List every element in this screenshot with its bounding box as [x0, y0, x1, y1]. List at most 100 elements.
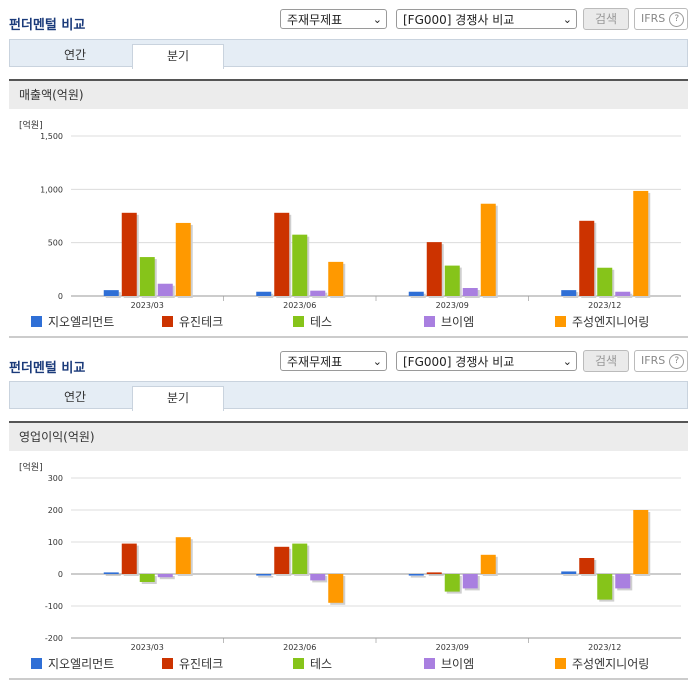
x-tick-label: 2023/06 [283, 301, 316, 310]
legend-label: 테스 [310, 657, 333, 671]
bar-테스 [597, 267, 613, 296]
unit-label: [억원] [19, 463, 43, 473]
x-tick-label: 2023/09 [436, 301, 469, 310]
legend-label: 유진테크 [179, 657, 224, 671]
legend-label: 유진테크 [179, 315, 224, 329]
bar-유진테크 [274, 212, 290, 296]
legend-swatch [31, 316, 42, 327]
bar-브이엠 [157, 283, 173, 296]
y-tick-label: 100 [48, 538, 63, 547]
legend-item[interactable]: 브이엠 [424, 313, 474, 330]
revenue-chart-svg: 1,500 1,000 500 0 2023/03 2023/06 2023/09 2023/… [40, 132, 681, 310]
tab-quarterly[interactable]: 분기 [132, 386, 224, 411]
y-tick-label: -200 [45, 634, 63, 643]
bar-브이엠 [157, 574, 173, 578]
bar-테스 [597, 574, 613, 600]
statement-type-value: 주재무제표 [287, 355, 343, 369]
bar-주성엔지니어링 [175, 222, 191, 296]
bar-브이엠 [462, 574, 478, 589]
legend-item[interactable]: 주성엔지니어링 [555, 655, 649, 672]
bar-주성엔지니어링 [480, 554, 496, 574]
legend-label: 주성엔지니어링 [572, 315, 650, 329]
x-tick-label: 2023/09 [436, 643, 469, 652]
bar-shadow [105, 574, 121, 576]
comparison-group-value: [FG000] 경쟁사 비교 [403, 13, 515, 27]
bar-주성엔지니어링 [633, 190, 649, 296]
legend-label: 브이엠 [441, 657, 475, 671]
statement-type-select[interactable]: 주재무제표 ⌄ [280, 9, 387, 29]
chevron-down-icon: ⌄ [562, 13, 572, 26]
bar-브이엠 [462, 288, 478, 296]
ifrs-label: IFRS [641, 12, 666, 25]
legend-swatch [555, 658, 566, 669]
search-button[interactable]: 검색 [583, 350, 629, 372]
x-tick-label: 2023/06 [283, 643, 316, 652]
unit-label: [억원] [19, 121, 43, 131]
bar-유진테크 [121, 212, 137, 296]
section-title: 펀더멘털 비교 [9, 361, 86, 376]
bar-테스 [444, 574, 460, 592]
x-tick-label: 2023/12 [588, 643, 621, 652]
bar-shadow [258, 576, 274, 578]
comparison-group-select[interactable]: [FG000] 경쟁사 비교 ⌄ [396, 9, 577, 29]
legend-swatch [31, 658, 42, 669]
question-icon: ? [669, 11, 685, 27]
bar-테스 [139, 574, 155, 582]
legend-label: 주성엔지니어링 [572, 657, 650, 671]
legend-swatch [555, 316, 566, 327]
search-button[interactable]: 검색 [583, 8, 629, 30]
legend-swatch [162, 658, 173, 669]
bar-지오엘리먼트 [103, 572, 119, 574]
bar-테스 [292, 543, 308, 574]
x-tick-label: 2023/03 [131, 301, 164, 310]
y-tick-label: -100 [45, 602, 63, 611]
bar-테스 [139, 257, 155, 296]
legend-item[interactable]: 테스 [293, 313, 332, 330]
comparison-group-select[interactable]: [FG000] 경쟁사 비교 ⌄ [396, 351, 577, 371]
operating-profit-chart-svg: 300 200 100 0 -100 -200 2023/03 2023/06 2023/09 2… [45, 474, 681, 652]
comparison-group-value: [FG000] 경쟁사 비교 [403, 355, 515, 369]
ifrs-help-button[interactable]: IFRS? [634, 8, 688, 30]
legend-label: 지오엘리먼트 [48, 657, 115, 671]
x-tick-label: 2023/12 [588, 301, 621, 310]
revenue-chart: [억원] 1,500 1,000 500 0 2023/03 2023/06 2023/09… [9, 110, 688, 338]
bar-유진테크 [426, 242, 442, 296]
bar-지오엘리먼트 [256, 291, 272, 296]
bar-유진테크 [121, 543, 137, 574]
chevron-down-icon: ⌄ [562, 355, 572, 368]
legend-item[interactable]: 지오엘리먼트 [31, 655, 114, 672]
y-tick-label: 1,000 [40, 185, 63, 194]
ifrs-help-button[interactable]: IFRS? [634, 350, 688, 372]
chart-legend: 지오엘리먼트 유진테크 테스 브이엠 주성엔지니어링 [31, 655, 691, 671]
legend-item[interactable]: 유진테크 [162, 313, 223, 330]
bar-지오엘리먼트 [561, 290, 577, 296]
bar-지오엘리먼트 [561, 571, 577, 574]
operating-profit-chart: [억원] 300 200 100 0 -100 -200 2023/03 2023/06 202… [9, 452, 688, 680]
bar-브이엠 [615, 574, 631, 589]
tab-annual[interactable]: 연간 [63, 48, 87, 62]
bar-주성엔지니어링 [175, 537, 191, 574]
legend-item[interactable]: 주성엔지니어링 [555, 313, 649, 330]
legend-swatch [293, 316, 304, 327]
bar-주성엔지니어링 [328, 574, 344, 603]
legend-item[interactable]: 지오엘리먼트 [31, 313, 114, 330]
legend-label: 브이엠 [441, 315, 475, 329]
x-tick-label: 2023/03 [131, 643, 164, 652]
legend-item[interactable]: 유진테크 [162, 655, 223, 672]
legend-label: 지오엘리먼트 [48, 315, 115, 329]
bar-지오엘리먼트 [103, 290, 119, 296]
tab-annual[interactable]: 연간 [63, 390, 87, 404]
bar-브이엠 [615, 291, 631, 296]
y-tick-label: 300 [48, 474, 63, 483]
legend-swatch [424, 658, 435, 669]
statement-type-select[interactable]: 주재무제표 ⌄ [280, 351, 387, 371]
period-tabs: 연간 분기 [9, 381, 688, 411]
legend-item[interactable]: 브이엠 [424, 655, 474, 672]
bar-주성엔지니어링 [328, 261, 344, 296]
bar-테스 [292, 234, 308, 296]
question-icon: ? [669, 353, 685, 369]
bar-주성엔지니어링 [480, 203, 496, 296]
legend-item[interactable]: 테스 [293, 655, 332, 672]
section-title: 펀더멘털 비교 [9, 18, 86, 33]
tab-quarterly[interactable]: 분기 [132, 44, 224, 69]
